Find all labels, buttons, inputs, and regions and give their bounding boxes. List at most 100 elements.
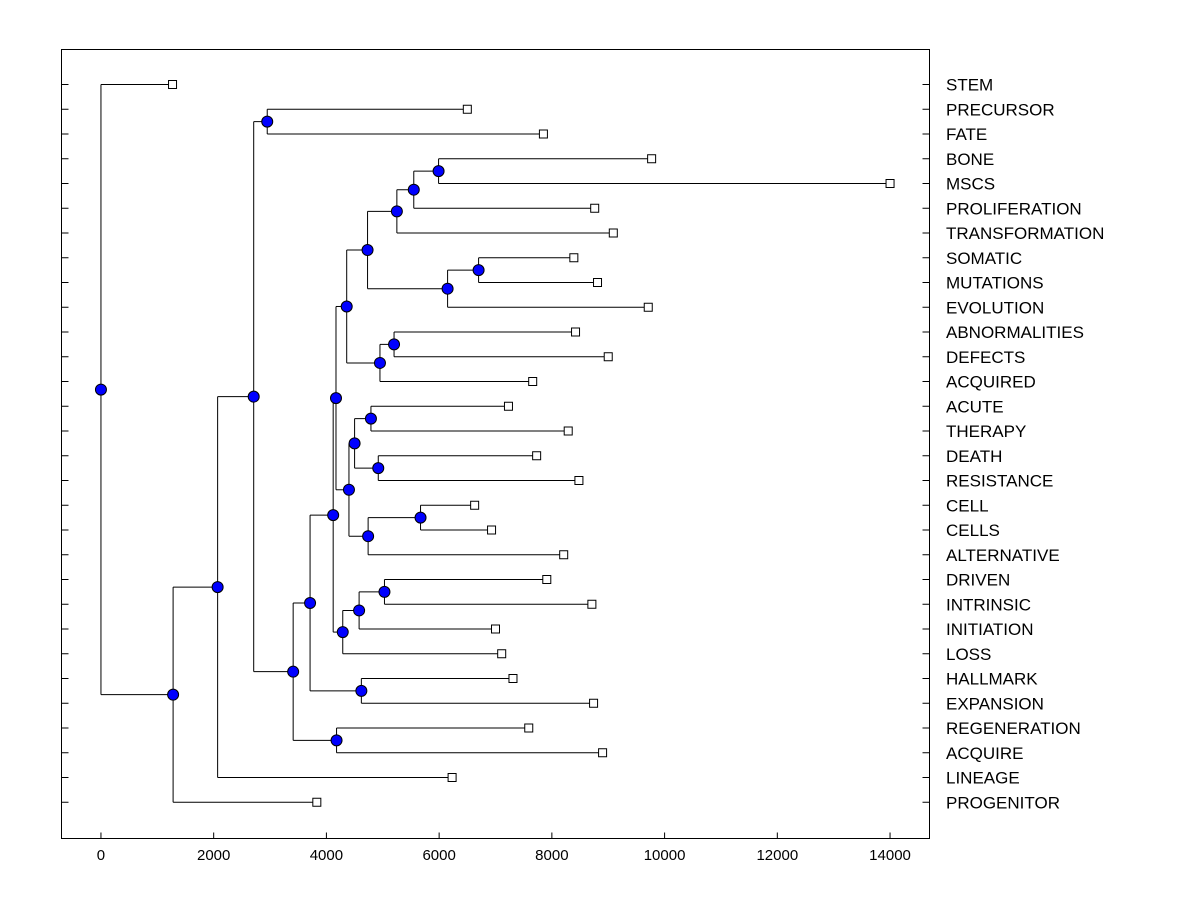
leaf-label: ACUTE — [946, 397, 1004, 416]
leaf-marker — [447, 773, 457, 782]
leaf-marker — [571, 327, 581, 337]
leaf-marker — [312, 797, 322, 807]
x-tick-label: 4000 — [310, 847, 343, 864]
x-tick-label: 12000 — [756, 847, 798, 864]
merge-node — [211, 581, 224, 594]
leaf-label: TRANSFORMATION — [946, 224, 1104, 243]
leaf-label: REGENERATION — [946, 719, 1081, 738]
x-tick-label: 8000 — [535, 847, 568, 864]
leaf-label: LINEAGE — [946, 769, 1020, 788]
leaf-marker — [168, 80, 178, 89]
leaf-marker — [587, 599, 597, 609]
leaf-marker — [559, 550, 569, 560]
leaf-label: RESISTANCE — [946, 472, 1053, 491]
plot-frame — [61, 49, 930, 839]
leaf-label: MUTATIONS — [946, 274, 1044, 293]
merge-node — [378, 585, 391, 598]
leaf-marker — [603, 352, 613, 362]
merge-node — [342, 483, 355, 496]
leaf-label: THERAPY — [946, 422, 1026, 441]
merge-node — [388, 338, 401, 351]
merge-node — [441, 282, 454, 295]
leaf-marker — [563, 426, 573, 436]
merge-node — [247, 390, 260, 403]
leaf-marker — [497, 649, 507, 659]
x-axis: 0 2000 4000 6000 8000 10000 12000 14000 — [97, 832, 911, 864]
merge-node — [94, 383, 107, 396]
leaf-label: INITIATION — [946, 620, 1034, 639]
x-tick-label: 6000 — [422, 847, 455, 864]
merge-node — [414, 511, 427, 524]
leaf-label: DRIVEN — [946, 571, 1010, 590]
x-tick-label: 10000 — [644, 847, 686, 864]
leaf-label: EVOLUTION — [946, 298, 1044, 317]
dendrogram-markers — [94, 80, 895, 807]
leaf-label: CELLS — [946, 521, 1000, 540]
leaf-label: PRECURSOR — [946, 100, 1055, 119]
merge-node — [390, 205, 403, 218]
leaf-label: EXPANSION — [946, 694, 1044, 713]
merge-node — [353, 604, 366, 617]
leaf-marker — [503, 401, 513, 411]
leaf-label: BONE — [946, 150, 994, 169]
leaf-label: STEM — [946, 76, 993, 95]
x-tick-label: 14000 — [869, 847, 911, 864]
leaf-label: DEATH — [946, 447, 1002, 466]
leaf-marker — [574, 476, 584, 485]
merge-node — [348, 437, 361, 450]
leaf-marker — [647, 154, 657, 164]
leaf-label: SOMATIC — [946, 249, 1022, 268]
x-tick-label: 0 — [97, 847, 105, 864]
leaf-label: INTRINSIC — [946, 595, 1031, 614]
merge-node — [364, 412, 377, 425]
merge-node — [361, 244, 374, 257]
merge-node — [355, 684, 368, 697]
leaf-marker — [885, 179, 895, 188]
leaf-marker — [528, 377, 538, 386]
leaf-labels: STEM PRECURSOR FATE BONE MSCS PROLIFERATION TR… — [946, 76, 1104, 813]
leaf-marker — [508, 674, 518, 683]
leaf-marker — [608, 228, 618, 238]
merge-node — [336, 626, 349, 639]
merge-node — [362, 530, 375, 543]
leaf-marker — [487, 525, 497, 535]
merge-node — [287, 665, 300, 678]
leaf-marker — [589, 698, 599, 708]
leaf-label: FATE — [946, 125, 987, 144]
leaf-marker — [462, 104, 472, 114]
leaf-marker — [524, 723, 534, 733]
dendrogram-links — [100, 84, 891, 803]
leaf-label: LOSS — [946, 645, 991, 664]
leaf-marker — [470, 500, 480, 510]
leaf-label: DEFECTS — [946, 348, 1025, 367]
merge-node — [432, 165, 445, 178]
leaf-label: ALTERNATIVE — [946, 546, 1060, 565]
leaf-label: PROLIFERATION — [946, 199, 1082, 218]
merge-node — [327, 509, 340, 522]
merge-node — [407, 183, 420, 196]
leaf-marker — [643, 302, 653, 312]
merge-node — [373, 356, 386, 369]
y-ticks — [61, 84, 930, 803]
leaf-marker — [542, 575, 552, 584]
x-tick-label: 2000 — [197, 847, 230, 864]
leaf-label: ABNORMALITIES — [946, 323, 1084, 342]
merge-node — [329, 392, 342, 405]
merge-node — [167, 688, 180, 701]
leaf-label: ACQUIRED — [946, 373, 1036, 392]
leaf-label: MSCS — [946, 175, 995, 194]
merge-node — [261, 115, 274, 128]
merge-node — [372, 462, 385, 475]
leaf-label: HALLMARK — [946, 670, 1038, 689]
merge-node — [304, 596, 317, 609]
leaf-marker — [538, 129, 548, 139]
merge-node — [340, 300, 353, 313]
leaf-marker — [569, 253, 579, 263]
leaf-label: ACQUIRE — [946, 744, 1023, 763]
leaf-marker — [590, 203, 600, 213]
leaf-marker — [491, 624, 500, 634]
leaf-label: CELL — [946, 496, 989, 515]
leaf-marker — [598, 748, 608, 758]
merge-node — [472, 264, 485, 277]
